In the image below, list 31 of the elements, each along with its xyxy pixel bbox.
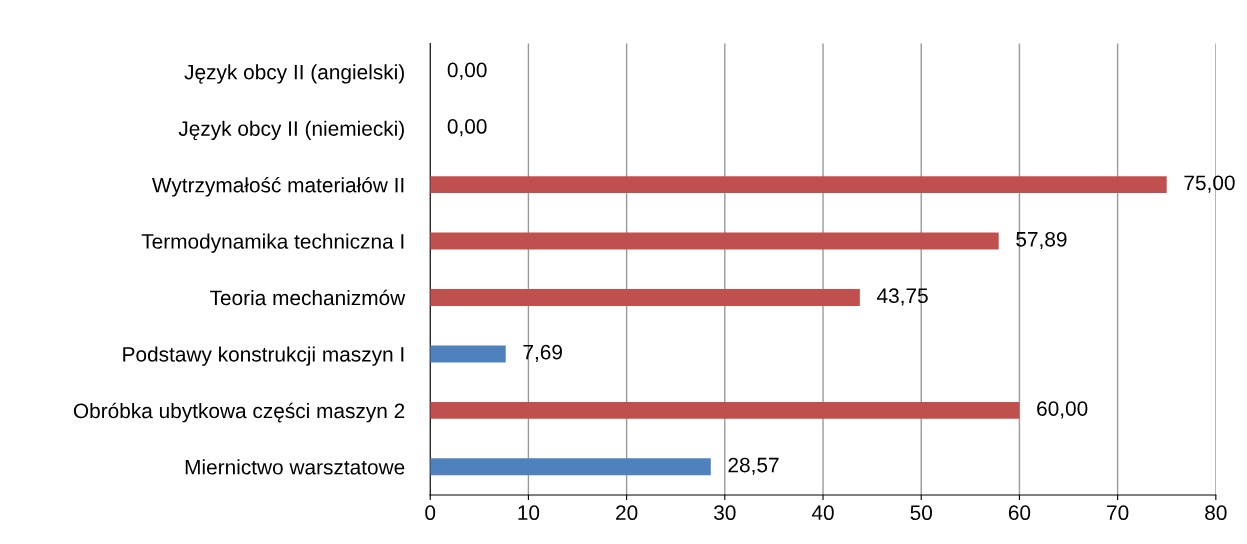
data-label: 57,89 (1016, 231, 1067, 250)
bar (430, 176, 1167, 194)
x-tick-label: 30 (714, 505, 736, 521)
data-label: 75,00 (1184, 175, 1235, 193)
y-tick-label: Teoria mechanizmów (210, 289, 406, 306)
data-label: 0,00 (447, 62, 487, 80)
x-tick-label: 70 (1107, 505, 1129, 521)
y-tick-label: Miernictwo warsztatowe (185, 459, 405, 475)
x-tick-label: 10 (518, 505, 540, 521)
y-tick-label: Podstawy konstrukcji maszyn I (123, 346, 404, 366)
bar (430, 345, 506, 363)
x-tick-label: 60 (1008, 505, 1031, 521)
y-tick-label: Obróbka ubytkowa części maszyn 2 (73, 402, 405, 423)
x-tick-label: 0 (425, 505, 436, 521)
y-tick-label: Termodynamika techniczna I (141, 233, 404, 253)
data-label: 28,57 (728, 457, 779, 475)
bar (430, 289, 860, 306)
bar (430, 458, 711, 476)
y-tick-label: Wytrzymałość materiałów II (151, 176, 404, 197)
bar (430, 232, 999, 250)
y-tick-label: Język obcy II (angielski) (184, 64, 404, 84)
y-tick-label: Język obcy II (niemiecki) (178, 120, 404, 141)
data-label: 43,75 (876, 288, 928, 306)
data-label: 0,00 (447, 119, 487, 137)
x-tick-label: 20 (616, 505, 638, 521)
data-label: 7,69 (523, 344, 562, 362)
data-label: 60,00 (1037, 401, 1088, 419)
x-tick-label: 50 (910, 505, 932, 521)
x-tick-label: 80 (1205, 505, 1227, 521)
bar (430, 401, 1020, 419)
x-tick-label: 40 (811, 505, 834, 521)
